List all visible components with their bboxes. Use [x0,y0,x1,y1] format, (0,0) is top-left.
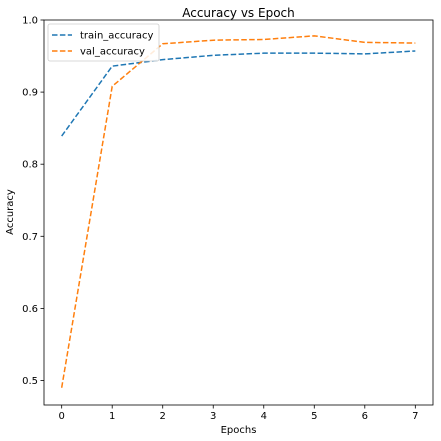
y-tick-label: 0.7 [22,232,38,243]
legend: train_accuracy val_accuracy [47,23,160,62]
y-axis-label: Accuracy [5,189,16,235]
x-tick-label: 0 [58,411,64,422]
y-tick-label: 1.0 [22,16,38,27]
legend-label: val_accuracy [80,47,145,58]
legend-box [47,23,160,62]
y-tick-label: 0.9 [22,88,38,99]
x-axis-label: Epochs [221,425,257,436]
x-tick-label: 5 [311,411,317,422]
y-tick-label: 0.5 [22,376,38,387]
plot-area [43,19,434,406]
legend-entries: train_accuracy val_accuracy [52,31,153,58]
x-tick-label: 1 [109,411,115,422]
chart-title: Accuracy vs Epoch [182,6,295,20]
x-tick-label: 3 [210,411,216,422]
plot-frame [43,19,434,406]
x-tick-label: 4 [261,411,267,422]
series-line-train-accuracy [61,50,416,137]
series-line-val-accuracy [60,35,416,388]
y-axis-ticks: 0.5 0.6 0.7 0.8 0.9 1.0 [22,16,44,387]
x-axis-ticks: 0 1 2 3 4 5 6 7 [58,405,419,422]
y-tick-label: 0.8 [22,160,38,171]
x-tick-label: 7 [412,411,418,422]
x-tick-label: 6 [362,411,368,422]
x-tick-label: 2 [160,411,166,422]
series-layer [60,35,416,388]
y-tick-label: 0.6 [22,304,38,315]
legend-label: train_accuracy [80,31,153,42]
